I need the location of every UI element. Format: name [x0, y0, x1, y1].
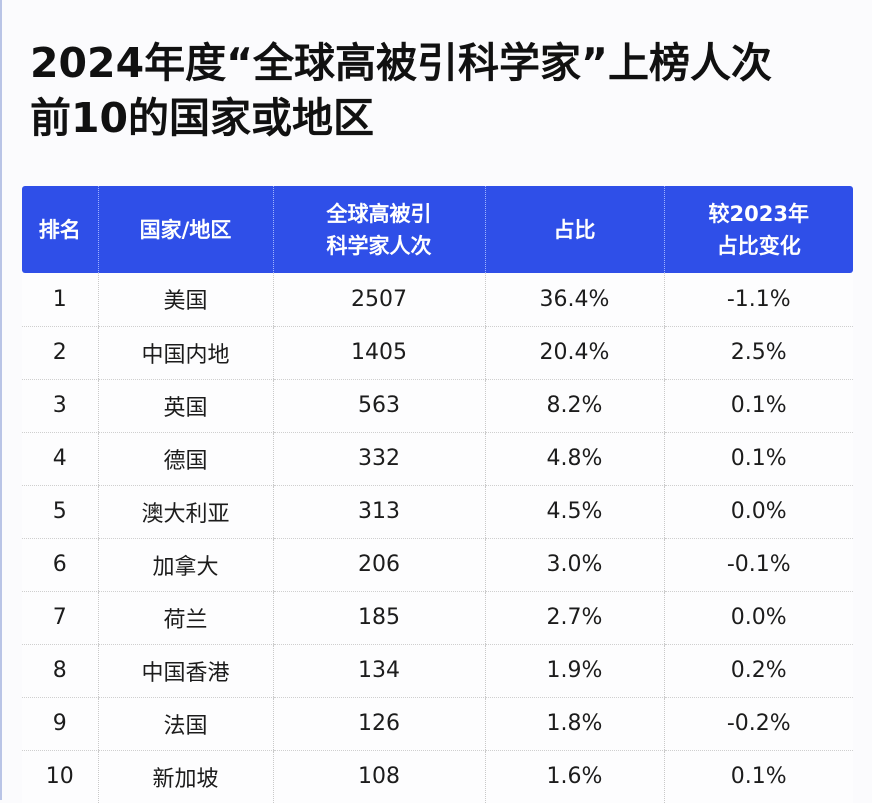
cell-change: 0.0% [663, 485, 853, 539]
cell-change: 0.0% [663, 591, 853, 645]
header-row: 排名 国家/地区 全球高被引 科学家人次 占比 较2023年 占比变化 [22, 186, 853, 273]
cell-region: 英国 [97, 379, 273, 433]
header-change: 较2023年 占比变化 [663, 186, 853, 273]
cell-region: 中国香港 [97, 644, 273, 698]
table-row: 7 荷兰 185 2.7% 0.0% [22, 591, 853, 645]
cell-rank: 8 [22, 644, 98, 698]
cell-change: -0.2% [663, 697, 853, 751]
cell-count: 1405 [272, 326, 485, 380]
cell-region: 澳大利亚 [97, 485, 273, 539]
table-row: 10 新加坡 108 1.6% 0.1% [22, 750, 853, 803]
cell-rank: 3 [22, 379, 98, 433]
table-row: 6 加拿大 206 3.0% -0.1% [22, 538, 853, 592]
cell-share: 36.4% [484, 273, 664, 327]
cell-count: 563 [272, 379, 485, 433]
page-title: 2024年度“全球高被引科学家”上榜人次 前10的国家或地区 [30, 36, 860, 146]
cell-share: 4.8% [484, 432, 664, 486]
cell-rank: 2 [22, 326, 98, 380]
cell-change: -0.1% [663, 538, 853, 592]
cell-count: 332 [272, 432, 485, 486]
cell-count: 108 [272, 750, 485, 803]
table-body: 1 美国 2507 36.4% -1.1% 2 中国内地 1405 20.4% … [22, 273, 853, 803]
table-row: 5 澳大利亚 313 4.5% 0.0% [22, 485, 853, 539]
cell-region: 荷兰 [97, 591, 273, 645]
cell-rank: 1 [22, 273, 98, 327]
cell-count: 126 [272, 697, 485, 751]
cell-share: 1.8% [484, 697, 664, 751]
table-row: 4 德国 332 4.8% 0.1% [22, 432, 853, 486]
table-row: 1 美国 2507 36.4% -1.1% [22, 273, 853, 327]
title-line-2: 前10的国家或地区 [30, 94, 375, 142]
cell-share: 20.4% [484, 326, 664, 380]
cell-count: 313 [272, 485, 485, 539]
header-count: 全球高被引 科学家人次 [272, 186, 485, 273]
cell-count: 2507 [272, 273, 485, 327]
cell-change: -1.1% [663, 273, 853, 327]
table-row: 9 法国 126 1.8% -0.2% [22, 697, 853, 751]
cell-region: 德国 [97, 432, 273, 486]
cell-share: 1.6% [484, 750, 664, 803]
cell-count: 206 [272, 538, 485, 592]
table-row: 3 英国 563 8.2% 0.1% [22, 379, 853, 433]
cell-share: 4.5% [484, 485, 664, 539]
cell-rank: 4 [22, 432, 98, 486]
cell-region: 美国 [97, 273, 273, 327]
table-row: 2 中国内地 1405 20.4% 2.5% [22, 326, 853, 380]
header-rank: 排名 [38, 217, 81, 242]
table-header: 排名 国家/地区 全球高被引 科学家人次 占比 较2023年 占比变化 [22, 186, 853, 273]
ranking-table: 排名 国家/地区 全球高被引 科学家人次 占比 较2023年 占比变化 1 美国… [22, 186, 853, 803]
cell-region: 加拿大 [97, 538, 273, 592]
cell-share: 8.2% [484, 379, 664, 433]
cell-region: 法国 [97, 697, 273, 751]
cell-change: 0.1% [663, 379, 853, 433]
cell-change: 0.1% [663, 432, 853, 486]
cell-count: 134 [272, 644, 485, 698]
cell-rank: 10 [22, 750, 98, 803]
cell-region: 新加坡 [97, 750, 273, 803]
cell-rank: 5 [22, 485, 98, 539]
cell-share: 3.0% [484, 538, 664, 592]
header-share: 占比 [484, 186, 664, 273]
table-row: 8 中国香港 134 1.9% 0.2% [22, 644, 853, 698]
cell-count: 185 [272, 591, 485, 645]
cell-rank: 6 [22, 538, 98, 592]
title-line-1: 2024年度“全球高被引科学家”上榜人次 [30, 39, 773, 87]
left-edge-border [0, 0, 2, 800]
cell-share: 1.9% [484, 644, 664, 698]
cell-share: 2.7% [484, 591, 664, 645]
cell-rank: 7 [22, 591, 98, 645]
header-region: 国家/地区 [97, 186, 273, 273]
cell-change: 0.1% [663, 750, 853, 803]
cell-rank: 9 [22, 697, 98, 751]
cell-change: 0.2% [663, 644, 853, 698]
cell-region: 中国内地 [97, 326, 273, 380]
cell-change: 2.5% [663, 326, 853, 380]
